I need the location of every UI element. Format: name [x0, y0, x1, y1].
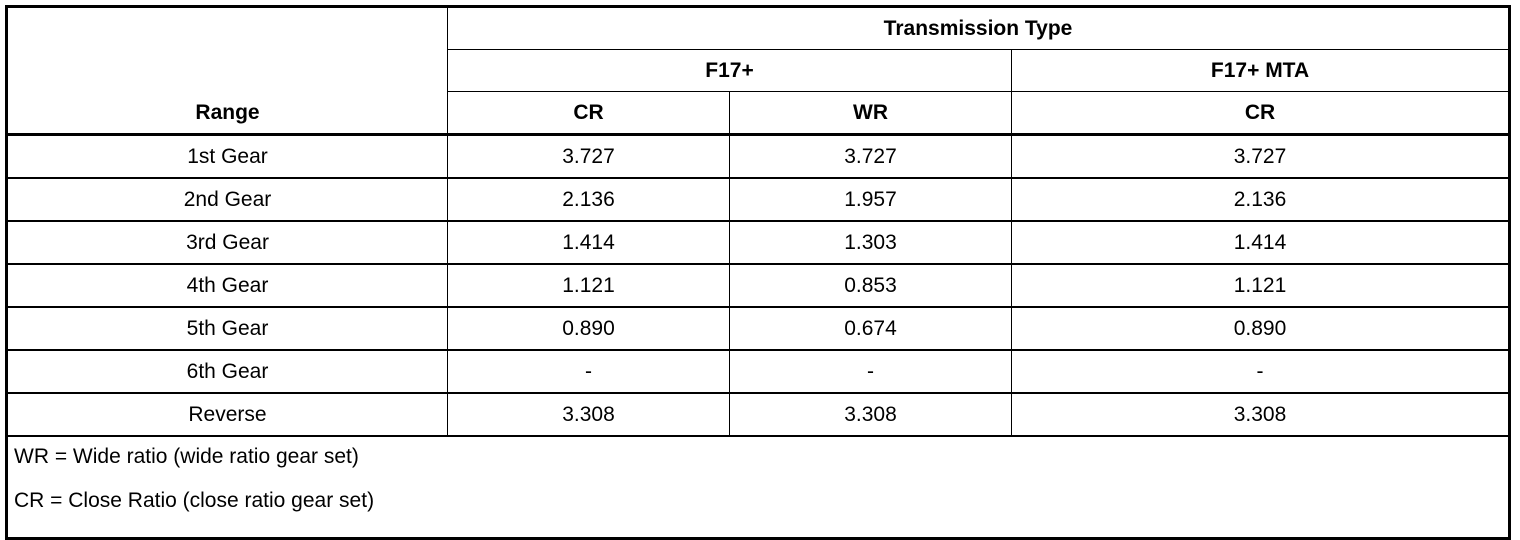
range-cell: 1st Gear: [6, 133, 448, 179]
ratio-cell: -: [729, 349, 1012, 394]
ratio-cell: 1.414: [447, 220, 730, 265]
ratio-cell: 1.121: [1010, 263, 1511, 308]
range-cell: 3rd Gear: [6, 220, 448, 265]
table-row: 2nd Gear 2.136 1.957 2.136: [6, 177, 1511, 222]
ratio-cell: 3.727: [1010, 133, 1511, 179]
range-cell: 5th Gear: [6, 306, 448, 351]
ratio-cell: 1.414: [1010, 220, 1511, 265]
header-col-mta-cr: CR: [1010, 91, 1511, 136]
range-cell: 2nd Gear: [6, 177, 448, 222]
table-row: 3rd Gear 1.414 1.303 1.414: [6, 220, 1511, 265]
table-row: Reverse 3.308 3.308 3.308: [6, 392, 1511, 437]
header-transmission-type: Transmission Type: [446, 6, 1511, 50]
ratio-cell: -: [1010, 349, 1511, 394]
ratio-cell: 0.674: [729, 306, 1012, 351]
note-wr: WR = Wide ratio (wide ratio gear set): [14, 445, 359, 468]
ratio-cell: 0.853: [729, 263, 1012, 308]
table-row: 5th Gear 0.890 0.674 0.890: [6, 306, 1511, 351]
range-cell: 6th Gear: [6, 349, 448, 394]
ratio-cell: -: [447, 349, 730, 394]
ratio-cell: 3.308: [447, 392, 730, 437]
notes-cell: WR = Wide ratio (wide ratio gear set) CR…: [5, 435, 1511, 539]
ratio-cell: 1.957: [729, 177, 1012, 222]
header-col-cr: CR: [447, 91, 730, 136]
ratio-cell: 3.308: [1010, 392, 1511, 437]
table-row: 6th Gear - - -: [6, 349, 1511, 394]
ratio-cell: 1.303: [729, 220, 1012, 265]
header-col-wr: WR: [729, 91, 1012, 136]
ratio-cell: 3.727: [447, 133, 730, 179]
ratio-cell: 1.121: [447, 263, 730, 308]
ratio-cell: 3.308: [729, 392, 1012, 437]
gear-ratio-table: Range Transmission Type F17+ F17+ MTA CR…: [5, 5, 1512, 540]
ratio-cell: 3.727: [729, 133, 1012, 179]
header-f17plus: F17+: [447, 49, 1012, 92]
ratio-cell: 0.890: [447, 306, 730, 351]
header-f17plus-mta: F17+ MTA: [1010, 49, 1511, 92]
header-range: Range: [6, 6, 448, 136]
table-row: 4th Gear 1.121 0.853 1.121: [6, 263, 1511, 308]
ratio-cell: 2.136: [1010, 177, 1511, 222]
range-cell: 4th Gear: [6, 263, 448, 308]
table-row: 1st Gear 3.727 3.727 3.727: [6, 133, 1511, 179]
range-cell: Reverse: [6, 392, 448, 437]
ratio-cell: 2.136: [447, 177, 730, 222]
ratio-cell: 0.890: [1010, 306, 1511, 351]
note-cr: CR = Close Ratio (close ratio gear set): [14, 489, 375, 512]
